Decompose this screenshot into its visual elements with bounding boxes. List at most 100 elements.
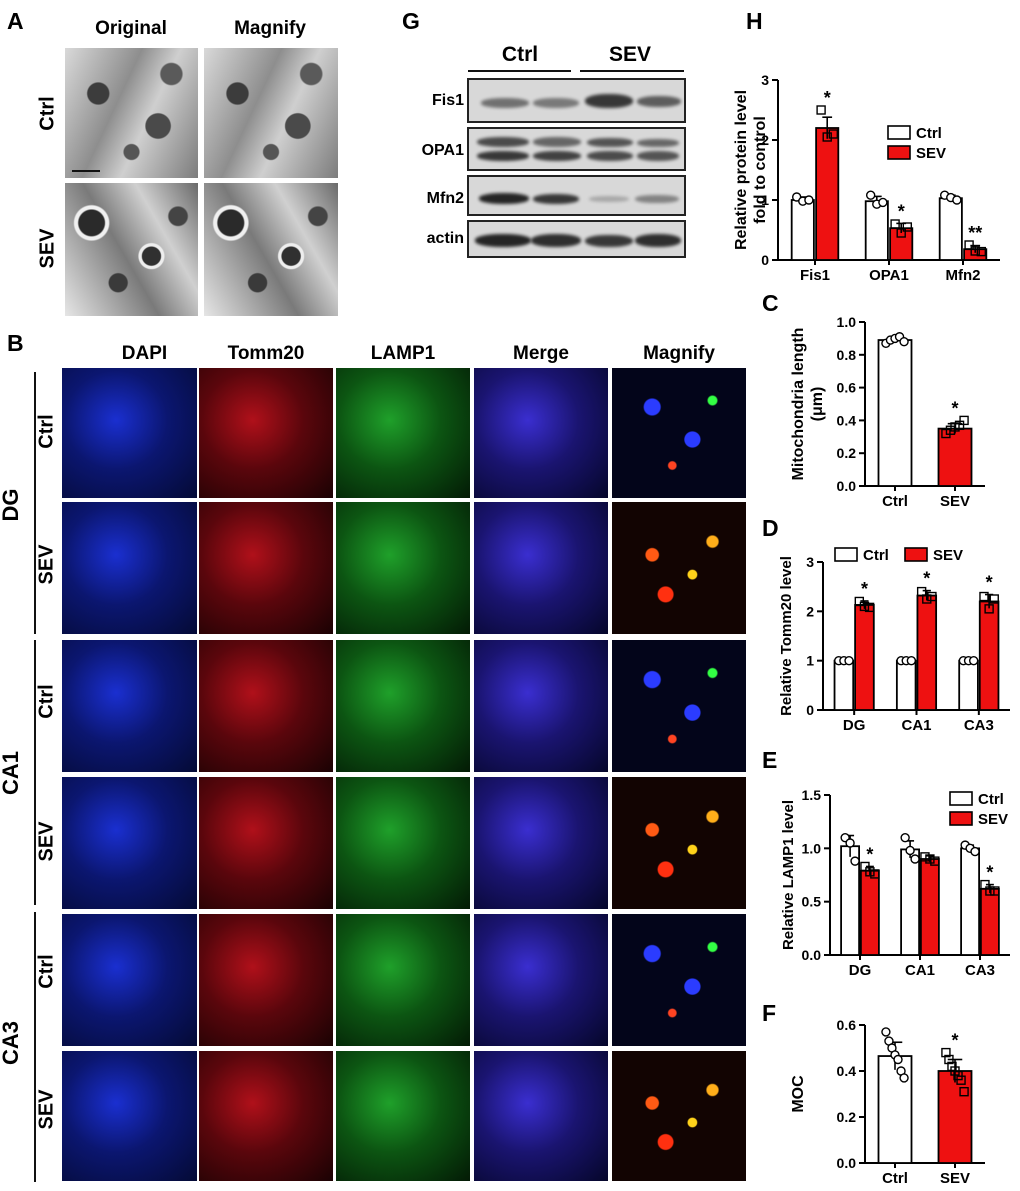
- panel-letter-g: G: [402, 8, 420, 34]
- y-tick-label: 0.5: [802, 894, 822, 910]
- y-axis-label: Relative LAMP1 level: [780, 800, 797, 950]
- column-header-tomm20: Tomm20: [227, 343, 305, 364]
- panel-letter-b: B: [7, 330, 24, 356]
- image-dg-ctrl-dapi: [62, 368, 197, 498]
- data-point: [990, 886, 1000, 896]
- x-tick-label: DG: [849, 962, 872, 979]
- data-point: [959, 1086, 969, 1097]
- y-tick-label: 0.0: [837, 1155, 857, 1171]
- image-ca1-sev-tomm20: [199, 777, 333, 909]
- y-tick-label: 0.6: [837, 1017, 857, 1033]
- blot-strip-mfn2: [467, 175, 686, 216]
- significance-marker: *: [824, 88, 831, 108]
- row-label-ca3-sev: SEV: [35, 1089, 58, 1130]
- y-tick-label: 1.0: [837, 314, 857, 330]
- data-point: [970, 246, 980, 256]
- image-ca1-sev-lamp1: [336, 777, 470, 909]
- data-point: [980, 879, 990, 890]
- group-bracket-ca1: [34, 640, 36, 905]
- blot-strip-actin: [467, 220, 686, 258]
- y-tick-label: 0.2: [837, 445, 857, 461]
- row-label-ca3-ctrl: Ctrl: [35, 954, 58, 989]
- bar-sev: [937, 1070, 973, 1164]
- y-tick-label: 2: [761, 132, 769, 148]
- y-tick-label: 0.0: [802, 947, 822, 963]
- x-tick-label: SEV: [940, 1170, 970, 1187]
- blot-label-actin: actin: [426, 230, 464, 247]
- legend-swatch: [949, 791, 973, 806]
- bar-ctrl: [958, 659, 979, 711]
- significance-marker: *: [923, 569, 930, 589]
- data-point: [968, 655, 979, 666]
- data-point: [865, 867, 875, 877]
- x-tick-label: Mfn2: [946, 267, 981, 284]
- row-label-dg-ctrl: Ctrl: [35, 414, 58, 449]
- image-dg-sev-lamp1: [336, 502, 470, 634]
- row-label-sev: SEV: [36, 228, 59, 269]
- x-tick-label: DG: [843, 717, 866, 734]
- image-dg-sev-merge: [474, 502, 608, 634]
- data-point: [922, 594, 932, 604]
- significance-marker: *: [951, 398, 958, 418]
- chart-h-protein-levels: 0 1 2 3 Relative protein level fold to contro…: [733, 72, 1000, 284]
- image-ca3-sev-magnify: [612, 1051, 746, 1181]
- image-ca3-ctrl-dapi: [62, 914, 197, 1046]
- data-point: [870, 869, 880, 879]
- x-tick-label: Fis1: [800, 267, 830, 284]
- legend-label: Ctrl: [863, 547, 889, 564]
- blot-label-opa1: OPA1: [421, 142, 464, 159]
- group-label-ca1: CA1: [0, 751, 23, 796]
- image-ca1-ctrl-magnify: [612, 640, 746, 772]
- chart-d-tomm20: 0 1 2 3 Relative Tomm20 level DG CA1 CA3 * * * Ctrl…: [778, 547, 1010, 734]
- row-label-ca1-sev: SEV: [35, 821, 58, 862]
- image-ca1-ctrl-dapi: [62, 640, 197, 772]
- legend-swatch: [904, 547, 928, 562]
- data-point: [865, 190, 876, 200]
- x-tick-label: OPA1: [869, 267, 909, 284]
- data-point: [952, 195, 962, 205]
- em-sev-original: [65, 183, 198, 316]
- image-ca1-sev-merge: [474, 777, 608, 909]
- chart-e-lamp1: 0.0 0.5 1.0 1.5 Relative LAMP1 level DG CA1 CA3…: [780, 787, 1010, 979]
- significance-marker: *: [898, 201, 905, 221]
- significance-marker: *: [951, 1031, 958, 1051]
- blot-group-ctrl: Ctrl: [501, 43, 539, 66]
- data-point: [850, 856, 860, 866]
- group-bracket-ca3: [34, 912, 36, 1182]
- y-axis-label: Relative Tomm20 level: [778, 556, 795, 716]
- data-point: [854, 596, 865, 607]
- y-tick-label: 0.4: [837, 1063, 857, 1079]
- data-point: [845, 838, 855, 848]
- x-tick-label: Ctrl: [882, 1170, 908, 1187]
- y-axis-label: (μm): [809, 387, 826, 422]
- data-point: [881, 1027, 891, 1037]
- blot-label-fis1: Fis1: [431, 92, 464, 109]
- data-point: [828, 129, 839, 139]
- y-tick-label: 2: [806, 603, 814, 619]
- bar-sev: [860, 869, 880, 956]
- legend-label: Ctrl: [978, 791, 1004, 808]
- column-header-dapi: DAPI: [121, 343, 168, 364]
- data-point: [905, 845, 915, 856]
- data-point: [920, 852, 930, 862]
- bar-sev: [854, 604, 875, 711]
- data-point: [859, 601, 870, 612]
- y-tick-label: 0: [806, 702, 814, 718]
- data-point: [893, 1054, 903, 1065]
- bar-ctrl: [790, 199, 815, 261]
- data-point: [902, 222, 913, 232]
- bar-ctrl: [864, 200, 889, 261]
- x-tick-label: CA3: [964, 717, 994, 734]
- image-dg-sev-magnify: [612, 502, 746, 634]
- bar-sev: [979, 887, 1000, 956]
- panel-letter-f: F: [762, 1000, 777, 1026]
- data-point: [890, 219, 900, 229]
- significance-marker: **: [968, 223, 982, 243]
- bar-ctrl: [895, 659, 917, 711]
- image-ca3-ctrl-lamp1: [336, 914, 470, 1046]
- em-sev-magnify: [204, 183, 338, 316]
- chart-c-mitochondria-length: 0.0 0.2 0.4 0.6 0.8 1.0 Mitochondria length (μm…: [790, 314, 985, 510]
- image-dg-sev-dapi: [62, 502, 197, 634]
- blot-strip-opa1: [467, 127, 686, 171]
- blot-group-sev: SEV: [608, 43, 652, 66]
